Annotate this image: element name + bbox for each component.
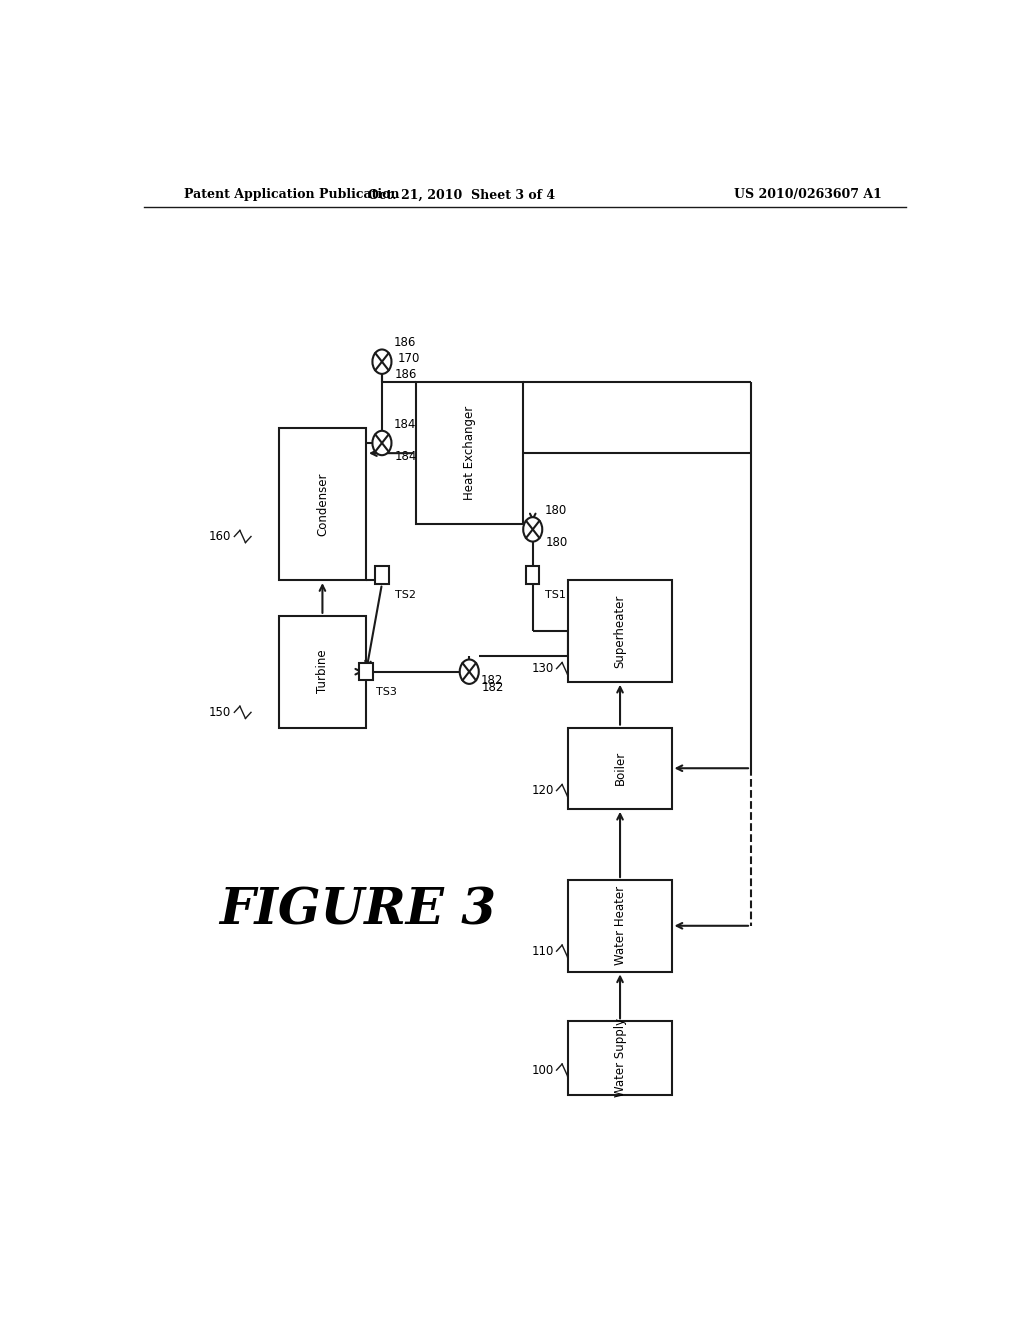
Text: 180: 180 <box>545 504 567 517</box>
FancyBboxPatch shape <box>568 1022 672 1094</box>
Text: 180: 180 <box>546 536 567 549</box>
FancyBboxPatch shape <box>375 566 389 583</box>
Text: 184: 184 <box>394 418 416 430</box>
Text: TS1: TS1 <box>546 590 566 601</box>
Text: Oct. 21, 2010  Sheet 3 of 4: Oct. 21, 2010 Sheet 3 of 4 <box>368 189 555 202</box>
Text: 160: 160 <box>209 531 231 543</box>
Text: 170: 170 <box>397 352 420 366</box>
Text: Turbine: Turbine <box>316 649 329 693</box>
Circle shape <box>460 660 479 684</box>
Text: TS2: TS2 <box>394 590 416 601</box>
Text: US 2010/0263607 A1: US 2010/0263607 A1 <box>734 189 882 202</box>
Text: 182: 182 <box>481 675 504 686</box>
Text: Superheater: Superheater <box>613 594 627 668</box>
Text: 120: 120 <box>531 784 554 797</box>
FancyBboxPatch shape <box>568 880 672 972</box>
FancyBboxPatch shape <box>416 381 523 524</box>
Text: 182: 182 <box>482 681 505 694</box>
Text: Boiler: Boiler <box>613 751 627 785</box>
Circle shape <box>523 517 543 541</box>
Text: Heat Exchanger: Heat Exchanger <box>463 407 476 500</box>
Text: 130: 130 <box>531 663 554 675</box>
FancyBboxPatch shape <box>279 428 367 581</box>
FancyBboxPatch shape <box>568 581 672 682</box>
FancyBboxPatch shape <box>568 727 672 809</box>
Circle shape <box>373 430 391 455</box>
Text: TS3: TS3 <box>376 686 396 697</box>
Text: 186: 186 <box>394 337 416 350</box>
Text: Patent Application Publication: Patent Application Publication <box>183 189 399 202</box>
Text: Water Heater: Water Heater <box>613 886 627 965</box>
Text: Water Supply: Water Supply <box>613 1018 627 1097</box>
FancyBboxPatch shape <box>279 615 367 727</box>
FancyBboxPatch shape <box>359 663 373 680</box>
Text: 186: 186 <box>394 368 417 381</box>
FancyBboxPatch shape <box>526 566 540 583</box>
Text: 150: 150 <box>209 706 231 719</box>
Text: 184: 184 <box>394 450 417 463</box>
Text: Condenser: Condenser <box>316 473 329 536</box>
Text: 110: 110 <box>531 945 554 958</box>
Text: 100: 100 <box>531 1064 554 1077</box>
Circle shape <box>373 350 391 374</box>
Text: FIGURE 3: FIGURE 3 <box>219 886 497 935</box>
